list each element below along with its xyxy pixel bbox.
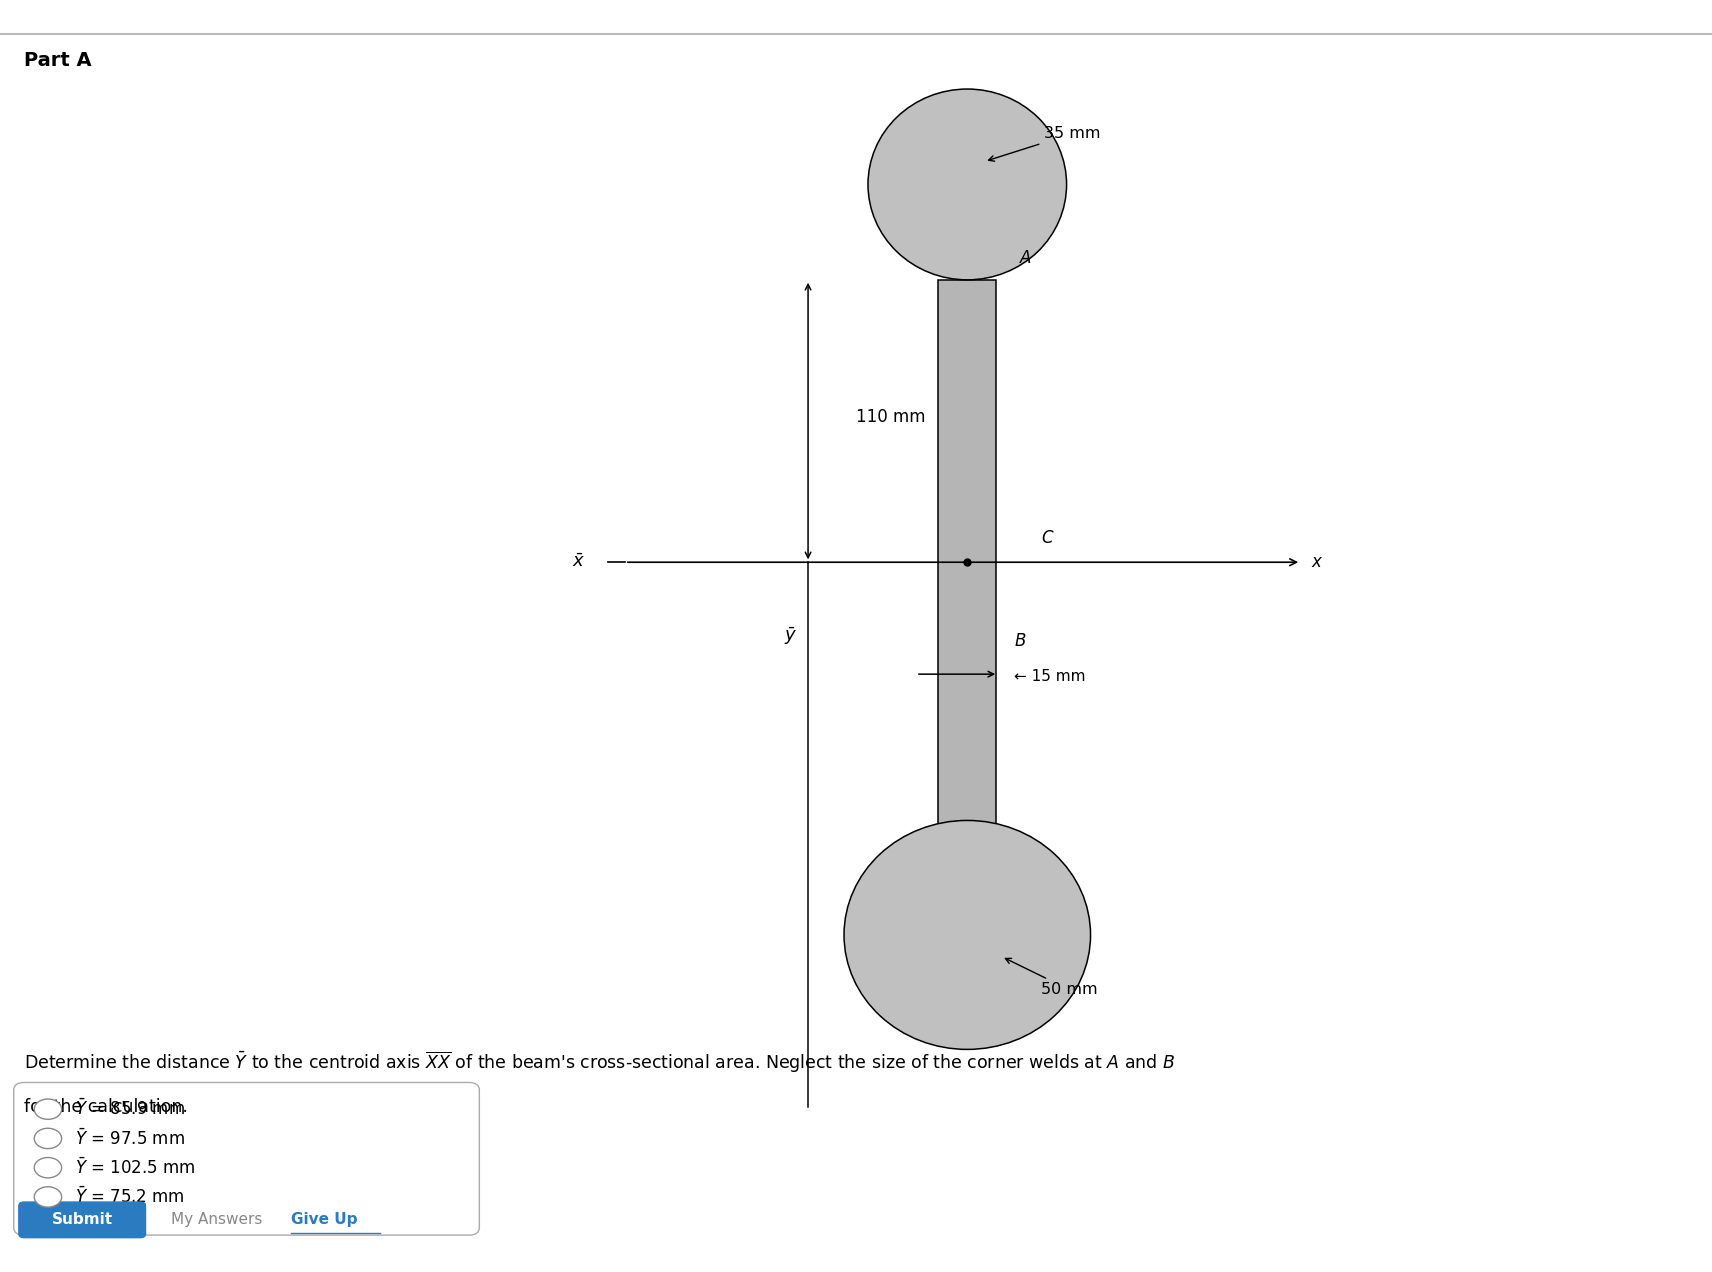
Text: Give Up: Give Up — [291, 1212, 358, 1227]
Circle shape — [34, 1128, 62, 1149]
Circle shape — [34, 1158, 62, 1178]
Text: 110 mm: 110 mm — [856, 408, 926, 426]
Text: $x$: $x$ — [1311, 553, 1323, 571]
Circle shape — [34, 1099, 62, 1119]
Text: $A$: $A$ — [1019, 249, 1032, 267]
Text: for the calculation.: for the calculation. — [24, 1098, 188, 1116]
Text: 35 mm: 35 mm — [988, 126, 1101, 162]
Text: $B$: $B$ — [1014, 632, 1025, 650]
Text: $\bar{Y}$ = 97.5 mm: $\bar{Y}$ = 97.5 mm — [75, 1128, 185, 1149]
FancyBboxPatch shape — [14, 1082, 479, 1235]
Text: My Answers: My Answers — [171, 1212, 262, 1227]
Text: 50 mm: 50 mm — [1005, 958, 1097, 997]
FancyBboxPatch shape — [19, 1202, 146, 1238]
Text: $\bar{Y}$ = 75.2 mm: $\bar{Y}$ = 75.2 mm — [75, 1187, 185, 1207]
Text: $\bar{x}$: $\bar{x}$ — [572, 553, 586, 571]
Text: Determine the distance $\bar{Y}$ to the centroid axis $\overline{XX}$ of the bea: Determine the distance $\bar{Y}$ to the … — [24, 1049, 1174, 1075]
Ellipse shape — [844, 820, 1091, 1049]
Circle shape — [34, 1187, 62, 1207]
Text: $\bar{Y}$ = 85.9 mm: $\bar{Y}$ = 85.9 mm — [75, 1099, 185, 1119]
Text: $\bar{y}$: $\bar{y}$ — [784, 626, 798, 647]
Text: ← 15 mm: ← 15 mm — [1014, 669, 1085, 684]
Text: Submit: Submit — [51, 1212, 113, 1227]
Text: $\bar{Y}$ = 102.5 mm: $\bar{Y}$ = 102.5 mm — [75, 1158, 195, 1178]
Text: Part A: Part A — [24, 51, 92, 70]
Ellipse shape — [868, 89, 1067, 280]
Text: $C$: $C$ — [1041, 529, 1055, 547]
Bar — [938, 280, 996, 833]
